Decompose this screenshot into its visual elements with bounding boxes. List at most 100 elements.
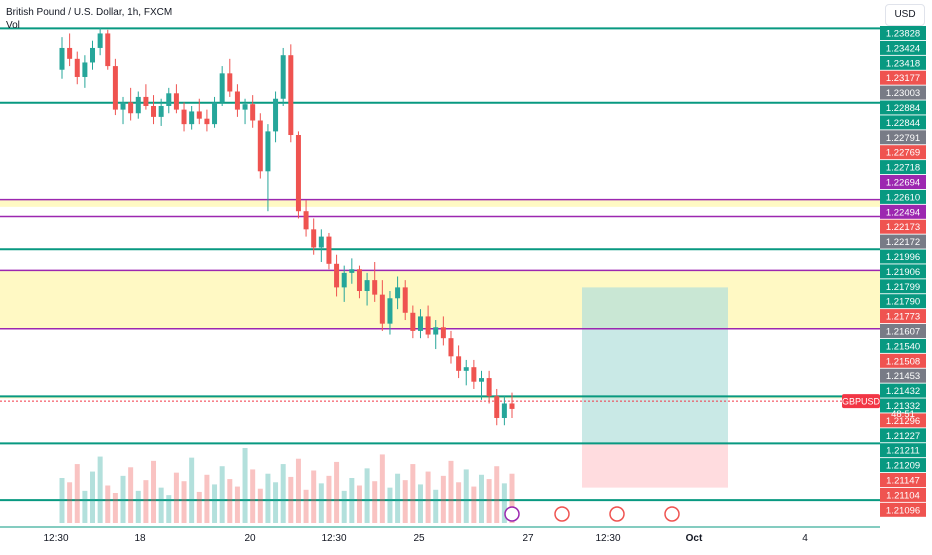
candle-body xyxy=(433,327,439,335)
price-tag-bg xyxy=(880,398,926,413)
price-axis-label: 1.21227 xyxy=(886,431,920,442)
time-axis-label: 4 xyxy=(802,533,808,544)
volume-bar xyxy=(364,468,370,523)
currency-button[interactable]: USD xyxy=(885,4,925,26)
volume-bar xyxy=(410,464,416,523)
volume-bar xyxy=(219,466,225,523)
price-axis-label: 1.22791 xyxy=(886,133,920,144)
price-tag-bg xyxy=(880,145,926,160)
price-tag-bg xyxy=(880,85,926,100)
zone-0 xyxy=(0,199,880,207)
volume-bar xyxy=(143,480,149,523)
price-axis-label: 1.21773 xyxy=(886,312,920,323)
candle-body xyxy=(273,98,279,132)
price-axis-label: 1.22694 xyxy=(886,178,920,189)
candle-body xyxy=(356,269,362,292)
price-axis-label: 1.21799 xyxy=(886,282,920,293)
candle-body xyxy=(379,294,385,324)
candle-body xyxy=(189,111,195,125)
price-tag-bg xyxy=(880,487,926,502)
time-axis-label: 25 xyxy=(413,533,425,544)
price-tag-bg xyxy=(880,413,926,428)
candle-body xyxy=(448,338,454,357)
candle-body xyxy=(234,91,240,110)
candle-body xyxy=(90,47,96,63)
price-axis-label: 1.22494 xyxy=(886,207,920,218)
volume-bar xyxy=(356,485,362,523)
price-tag-bg xyxy=(880,443,926,458)
candle-body xyxy=(494,396,500,418)
candle-body xyxy=(478,378,484,382)
flag-icon xyxy=(664,506,680,522)
volume-bar xyxy=(456,482,462,523)
time-axis-label: 20 xyxy=(244,533,256,544)
price-axis-label: 1.21211 xyxy=(886,446,920,457)
volume-bar xyxy=(67,482,73,523)
symbol-badge: GBPUSD xyxy=(842,397,881,407)
volume-bar xyxy=(478,474,484,523)
price-axis-label: 1.21296 xyxy=(886,416,920,427)
volume-bar xyxy=(433,489,439,523)
candle-body xyxy=(440,327,446,339)
candle-body xyxy=(219,73,225,103)
candle-body xyxy=(425,316,431,335)
candle-body xyxy=(242,104,248,110)
price-tag-bg xyxy=(880,130,926,145)
candle-body xyxy=(509,403,515,409)
volume-bar xyxy=(379,454,385,523)
time-axis-label: 12:30 xyxy=(321,533,346,544)
candle-body xyxy=(257,120,263,172)
price-tag-bg xyxy=(880,368,926,383)
position-loss-zone xyxy=(582,443,728,488)
candle-body xyxy=(402,287,408,313)
volume-bar xyxy=(265,473,271,523)
flag-icon xyxy=(609,506,625,522)
candle-body xyxy=(318,236,324,248)
candle-body xyxy=(501,403,507,418)
price-tag-bg xyxy=(880,26,926,40)
price-axis-label: 1.22844 xyxy=(886,118,920,129)
volume-bar xyxy=(227,479,233,523)
price-axis-label: 1.21540 xyxy=(886,341,920,352)
time-axis-label: Oct xyxy=(686,533,703,544)
candle-body xyxy=(82,62,88,77)
volume-bar xyxy=(173,472,179,523)
candle-body xyxy=(341,272,347,288)
position-profit-zone xyxy=(582,287,728,444)
symbol-badge-bg xyxy=(842,394,880,409)
volume-bar xyxy=(196,491,202,523)
volume-bar xyxy=(189,457,195,523)
volume-bar xyxy=(402,480,408,523)
candle-body xyxy=(280,55,286,99)
volume-bar xyxy=(234,486,240,523)
volume-bar xyxy=(288,476,294,523)
volume-bar xyxy=(280,464,286,523)
price-tag-bg xyxy=(880,383,926,398)
volume-bar xyxy=(387,487,393,523)
price-tag-bg xyxy=(880,473,926,487)
candle-body xyxy=(334,263,340,288)
volume-bar xyxy=(318,483,324,523)
candle-body xyxy=(120,102,126,110)
price-tag-bg xyxy=(880,100,926,115)
price-tag-bg xyxy=(880,338,926,353)
price-tag-bg xyxy=(880,234,926,249)
volume-bar xyxy=(242,448,248,523)
candle-body xyxy=(74,58,80,77)
lightning-icon xyxy=(504,506,520,522)
candle-body xyxy=(456,356,462,371)
volume-bar xyxy=(120,475,126,523)
price-tag-bg xyxy=(880,189,926,204)
price-axis-label: 1.21508 xyxy=(886,356,920,367)
price-axis-label: 1.21432 xyxy=(886,386,920,397)
candle-body xyxy=(349,269,355,273)
price-axis-label: 1.23418 xyxy=(886,58,920,69)
candle-body xyxy=(387,298,393,324)
price-tag-bg xyxy=(880,353,926,368)
volume-bar xyxy=(181,481,187,523)
price-tag-bg xyxy=(880,70,926,85)
volume-bar xyxy=(349,478,355,523)
candle-body xyxy=(59,47,65,70)
